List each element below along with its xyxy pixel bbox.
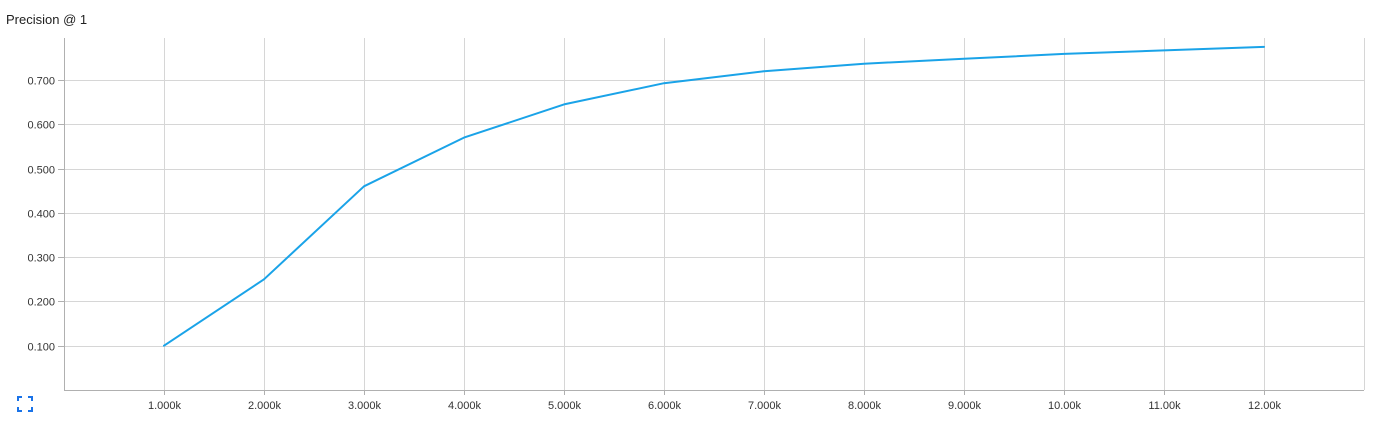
expand-icon [17, 396, 33, 412]
expand-button[interactable] [17, 396, 33, 412]
y-tick-label: 0.200 [27, 297, 55, 309]
x-tick-label: 3.000k [348, 400, 382, 412]
x-tick-label: 10.00k [1048, 400, 1082, 412]
x-tick-label: 9.000k [948, 400, 982, 412]
x-tick-label: 6.000k [648, 400, 682, 412]
y-tick-label: 0.100 [27, 342, 55, 354]
y-tick-label: 0.600 [27, 120, 55, 132]
chart-title: Precision @ 1 [6, 12, 88, 27]
y-tick-label: 0.500 [27, 165, 55, 177]
x-tick-label: 5.000k [548, 400, 582, 412]
x-tick-label: 2.000k [248, 400, 282, 412]
y-tick-label: 0.400 [27, 209, 55, 221]
series-line [163, 45, 1265, 347]
x-tick-label: 12.00k [1248, 400, 1282, 412]
x-tick-label: 4.000k [448, 400, 482, 412]
y-tick-label: 0.300 [27, 253, 55, 265]
x-tick-label: 1.000k [148, 400, 182, 412]
x-tick-label: 11.00k [1148, 400, 1181, 412]
x-tick-label: 7.000k [748, 400, 782, 412]
x-tick-label: 8.000k [848, 400, 882, 412]
y-tick-label: 0.700 [27, 76, 55, 88]
